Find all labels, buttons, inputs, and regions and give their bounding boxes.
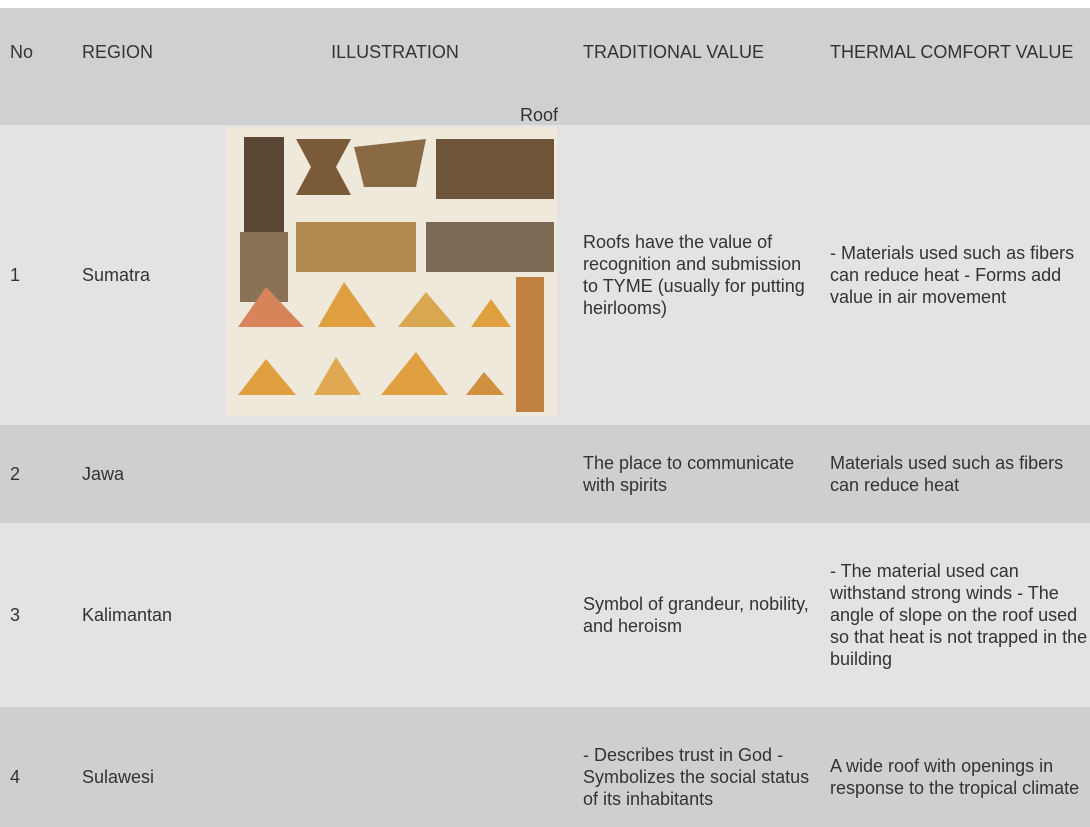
thermal-comfort-value: Materials used such as fibers can reduce…: [830, 453, 1064, 495]
traditional-value: Symbol of grandeur, nobility, and herois…: [583, 594, 809, 636]
row-number: 1: [10, 265, 21, 285]
row-number: 3: [10, 605, 21, 625]
header-region: REGION: [82, 41, 154, 62]
traditional-value: The place to communicate with spirits: [583, 453, 795, 495]
row-number: 4: [10, 767, 21, 787]
header-thermal: THERMAL COMFORT VALUE: [830, 41, 1074, 62]
roof-illustration: [226, 127, 557, 416]
traditional-value: - Describes trust in God - Symbolizes th…: [583, 745, 810, 809]
header-traditional: TRADITIONAL VALUE: [583, 41, 765, 62]
header-row: No REGION ILLUSTRATION TRADITIONAL VALUE…: [0, 8, 1090, 125]
thermal-comfort-value: - The material used can withstand strong…: [830, 561, 1088, 669]
header-illustration: ILLUSTRATION: [331, 41, 459, 62]
row-number: 2: [10, 464, 21, 484]
table-row: 2 Jawa The place to communicate with spiri…: [0, 425, 1090, 523]
region: Sulawesi: [82, 767, 155, 787]
region: Jawa: [82, 464, 125, 484]
table-row: 3 Kalimantan Symbol of grandeur, nobility,…: [0, 523, 1090, 707]
header-no: No: [10, 41, 34, 62]
region: Sumatra: [82, 265, 151, 285]
traditional-value: Roofs have the value of recognition and …: [583, 232, 805, 318]
table-row: 4 Sulawesi - Describes trust in God - Symb…: [0, 707, 1090, 827]
region: Kalimantan: [82, 605, 173, 625]
section-label: Roof: [520, 105, 559, 125]
thermal-comfort-value: - Materials used such as fibers can redu…: [830, 243, 1075, 307]
thermal-comfort-value: A wide roof with openings in response to…: [830, 756, 1080, 798]
